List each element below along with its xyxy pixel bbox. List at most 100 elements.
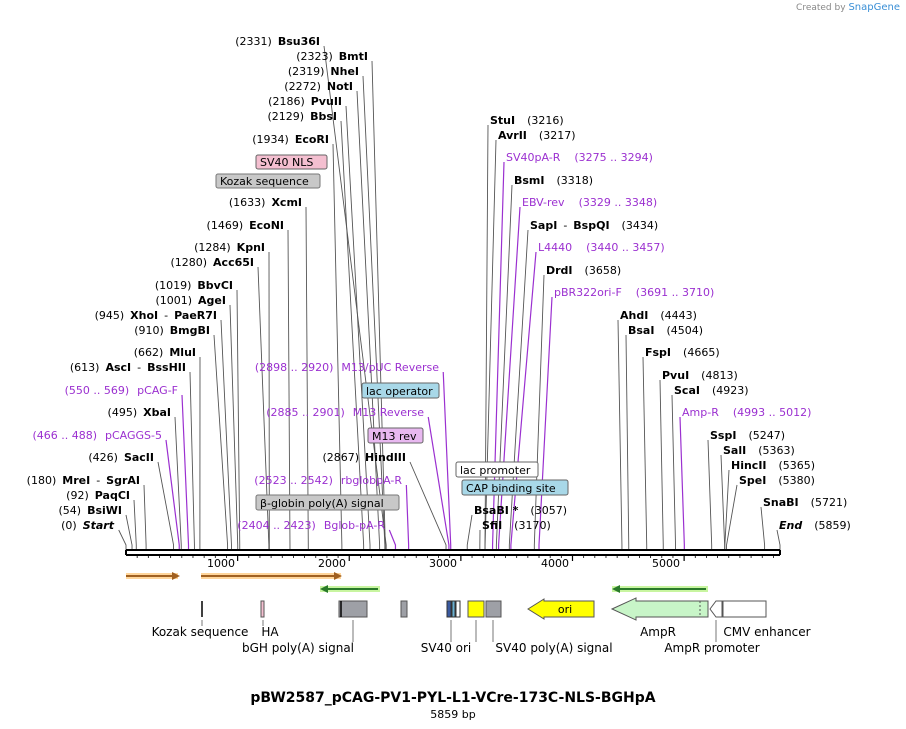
feature-box-m13-rev[interactable]: M13 rev: [367, 427, 424, 444]
enzyme-site[interactable]: (1019) BbvCI: [155, 279, 233, 292]
feature-sv40-polya[interactable]: [485, 600, 502, 618]
enzyme-site[interactable]: PvuI (4813): [662, 369, 738, 382]
feature-cmv-enhancer[interactable]: [722, 600, 767, 618]
feature-box-beta-globin-polya[interactable]: β-globin poly(A) signal: [255, 494, 400, 511]
enzyme-site[interactable]: SalI (5363): [723, 444, 795, 457]
feature-ori[interactable]: ori: [527, 598, 595, 620]
primer-arrow-reverse-2[interactable]: [612, 585, 708, 593]
enzyme-site[interactable]: DrdI (3658): [546, 264, 621, 277]
enzyme-site[interactable]: (180) MreI - SgrAI: [27, 474, 140, 487]
primer-label[interactable]: SV40pA-R (3275 .. 3294): [506, 151, 653, 164]
enzyme-leader-line: [257, 266, 270, 550]
primer-leader-line: [427, 416, 450, 550]
primer-label[interactable]: (2898 .. 2920) M13/pUC Reverse: [255, 361, 439, 374]
enzyme-leader-line: [323, 45, 387, 550]
enzyme-site[interactable]: (910) BmgBI: [134, 324, 210, 337]
primer-label[interactable]: (550 .. 569) pCAG-F: [65, 384, 178, 397]
enzyme-site[interactable]: (2319) NheI: [288, 65, 359, 78]
enzyme-site[interactable]: (1633) XcmI: [229, 196, 302, 209]
feature-label-sv40-polya: SV40 poly(A) signal: [495, 641, 612, 655]
feature-box-kozak[interactable]: Kozak sequence: [215, 173, 321, 189]
enzyme-site[interactable]: End (5859): [779, 519, 851, 532]
enzyme-site[interactable]: (2331) Bsu36I: [235, 35, 320, 48]
feature-box-lac-operator[interactable]: lac operator: [361, 382, 440, 399]
feature-yellow-block[interactable]: [467, 600, 485, 618]
enzyme-site[interactable]: (1469) EcoNI: [207, 219, 284, 232]
primer-label[interactable]: (2885 .. 2901) M13 Reverse: [266, 406, 424, 419]
enzyme-site[interactable]: SnaBI (5721): [763, 496, 847, 509]
feature-sv40-ori-promoter[interactable]: [446, 600, 452, 618]
feature-box-cap-binding-site[interactable]: CAP binding site: [461, 479, 569, 496]
ruler-ticks: [136, 555, 774, 561]
enzyme-site[interactable]: ScaI (4923): [674, 384, 749, 397]
feature-sv40-ori-part[interactable]: [455, 600, 461, 618]
enzyme-leader-line: [157, 461, 175, 550]
enzyme-site[interactable]: (2186) PvuII: [268, 95, 342, 108]
enzyme-leader-line: [617, 319, 623, 550]
feature-box-label: Kozak sequence: [220, 175, 309, 188]
enzyme-site[interactable]: SfiI (3170): [482, 519, 551, 532]
primer-label[interactable]: L4440 (3440 .. 3457): [538, 241, 665, 254]
enzyme-site[interactable]: AvrII (3217): [498, 129, 575, 142]
enzyme-site[interactable]: (613) AscI - BssHII: [70, 361, 186, 374]
enzyme-site[interactable]: (1284) KpnI: [194, 241, 265, 254]
enzyme-site[interactable]: FspI (4665): [645, 346, 720, 359]
feature-box-label: lac promoter: [460, 464, 531, 477]
primer-leader-line: [181, 394, 190, 550]
enzyme-site[interactable]: (92) PaqCI: [66, 489, 130, 502]
feature-small-polya[interactable]: [400, 600, 408, 618]
enzyme-site[interactable]: (2129) BbsI: [268, 110, 337, 123]
enzyme-leader-line: [533, 274, 545, 550]
feature-bgh-polya[interactable]: [338, 600, 368, 618]
primer-label[interactable]: (2404 .. 2423) Bglob-pA-R: [237, 519, 385, 532]
primer-label[interactable]: Amp-R (4993 .. 5012): [682, 406, 811, 419]
primer-labels: (550 .. 569) pCAG-F (466 .. 488) pCAGGS-5 …: [32, 151, 811, 532]
enzyme-site[interactable]: SpeI (5380): [739, 474, 815, 487]
enzyme-site[interactable]: (2867) HindIII: [322, 451, 406, 464]
enzyme-site[interactable]: (495) XbaI: [108, 406, 171, 419]
enzyme-site[interactable]: BsaI (4504): [628, 324, 703, 337]
enzyme-site[interactable]: (2323) BmtI: [296, 50, 368, 63]
enzyme-leader-line: [229, 304, 239, 550]
feature-ampr-promoter[interactable]: [709, 600, 723, 618]
enzyme-leader-line: [724, 469, 730, 550]
primer-label[interactable]: EBV-rev (3329 .. 3348): [522, 196, 657, 209]
enzyme-site[interactable]: (1280) Acc65I: [170, 256, 254, 269]
primer-arrow-forward-1[interactable]: [126, 572, 180, 580]
created-by-text: Created by: [796, 3, 846, 13]
primer-leader-line: [442, 371, 452, 550]
enzyme-site[interactable]: AhdI (4443): [620, 309, 697, 322]
enzyme-site[interactable]: (1001) AgeI: [155, 294, 226, 307]
enzyme-site[interactable]: (0) Start: [61, 519, 115, 532]
feature-sv40-ori-part[interactable]: [451, 600, 456, 618]
primer-label[interactable]: pBR322ori-F (3691 .. 3710): [554, 286, 714, 299]
primer-label[interactable]: (2523 .. 2542) rbglobpA-R: [254, 474, 402, 487]
enzyme-site[interactable]: StuI (3216): [490, 114, 564, 127]
primer-arrow-reverse-1[interactable]: [320, 585, 380, 593]
feature-ampr[interactable]: [610, 597, 709, 621]
enzyme-site[interactable]: HincII (5365): [731, 459, 815, 472]
feature-box-lac-promoter[interactable]: lac promoter: [455, 461, 539, 478]
enzyme-site[interactable]: SapI - BspQI (3434): [530, 219, 658, 232]
enzyme-leader-line: [726, 484, 738, 550]
enzyme-site[interactable]: (426) SacII: [88, 451, 154, 464]
primer-arrow-forward-2[interactable]: [201, 572, 342, 580]
feature-ha-mark[interactable]: [260, 600, 265, 618]
enzyme-labels: (2331) Bsu36I (2323) BmtI (2319) NheI (2272…: [27, 35, 851, 532]
ruler-label: 1000: [207, 557, 235, 570]
enzyme-site[interactable]: BsmI (3318): [514, 174, 593, 187]
enzyme-site[interactable]: (662) MluI: [134, 346, 196, 359]
enzyme-site[interactable]: (54) BsiWI: [58, 504, 122, 517]
feature-box-sv40-nls[interactable]: SV40 NLS: [255, 154, 328, 170]
enzyme-site[interactable]: BsaBI * (3057): [474, 504, 567, 517]
enzyme-leader-line: [118, 529, 127, 550]
ruler-labels: 1000 2000 3000 4000 5000: [207, 557, 680, 570]
enzyme-site[interactable]: (945) XhoI - PaeR7I: [95, 309, 217, 322]
enzyme-site[interactable]: (2272) NotI: [284, 80, 353, 93]
primer-label[interactable]: (466 .. 488) pCAGGS-5: [32, 429, 162, 442]
enzyme-site[interactable]: (1934) EcoRI: [252, 133, 329, 146]
primer-leader-line: [510, 251, 537, 550]
plasmid-size: 5859 bp: [430, 708, 476, 721]
enzyme-leader-line: [345, 105, 371, 550]
enzyme-site[interactable]: SspI (5247): [710, 429, 785, 442]
